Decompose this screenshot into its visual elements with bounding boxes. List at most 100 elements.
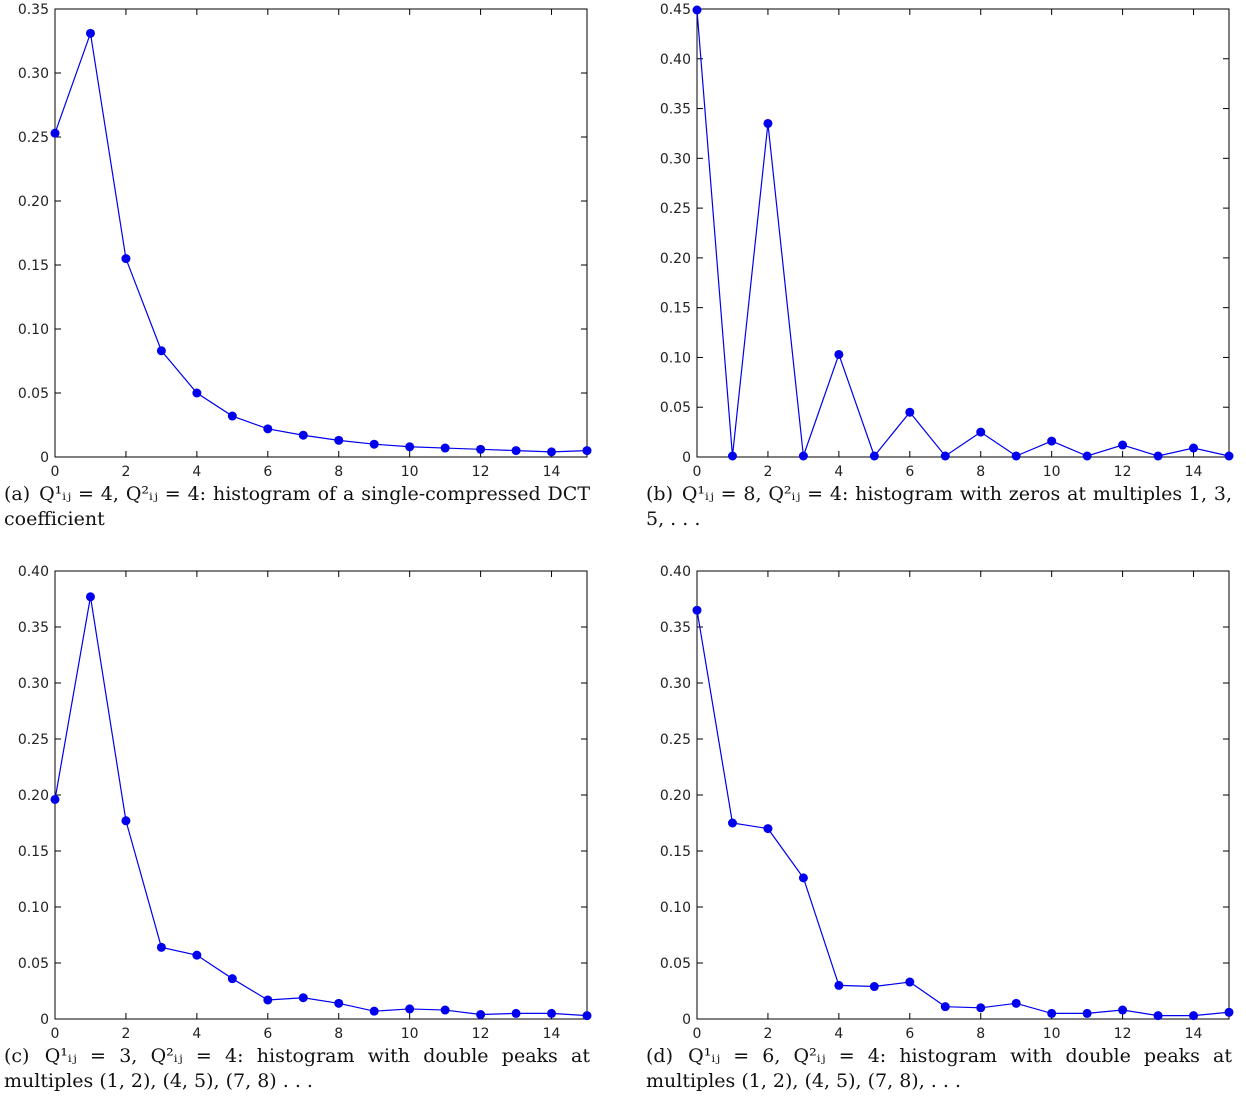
data-point [121, 816, 131, 826]
y-tick-label: 0.05 [18, 386, 49, 402]
data-point [227, 974, 237, 984]
data-point [1047, 436, 1057, 446]
x-tick-label: 14 [543, 1026, 561, 1042]
data-point [440, 443, 450, 453]
data-point [547, 1008, 557, 1018]
data-point [405, 442, 415, 452]
data-point [940, 1002, 950, 1012]
x-tick-label: 8 [334, 1026, 343, 1042]
data-point [121, 254, 131, 264]
y-tick-label: 0.05 [660, 956, 691, 972]
data-point [692, 5, 702, 15]
y-tick-label: 0.30 [18, 676, 49, 692]
series-line [696, 610, 1230, 1017]
plot-frame [696, 8, 1230, 458]
caption-b: (b) Q¹ᵢⱼ = 8, Q²ᵢⱼ = 4: histogram with z… [646, 482, 1232, 532]
y-tick-label: 0.20 [660, 788, 691, 804]
y-tick-label: 0.20 [18, 788, 49, 804]
data-point [727, 818, 737, 828]
x-tick-label: 2 [121, 464, 130, 480]
x-tick-label: 2 [763, 464, 772, 480]
data-point [582, 1011, 592, 1021]
data-point [192, 950, 202, 960]
data-point [1224, 451, 1234, 461]
x-tick-label: 2 [121, 1026, 130, 1042]
data-point [692, 605, 702, 615]
x-tick-label: 12 [1114, 1026, 1132, 1042]
x-tick-label: 10 [401, 464, 419, 480]
data-point [1224, 1007, 1234, 1017]
y-tick-label: 0.10 [660, 350, 691, 366]
x-tick-label: 6 [263, 1026, 272, 1042]
x-tick-label: 14 [543, 464, 561, 480]
x-tick-label: 6 [905, 464, 914, 480]
data-point [727, 451, 737, 461]
y-tick-label: 0.10 [18, 322, 49, 338]
data-point [1011, 998, 1021, 1008]
x-tick-label: 8 [334, 464, 343, 480]
y-tick-label: 0 [40, 1012, 49, 1028]
data-point [369, 439, 379, 449]
data-point [976, 427, 986, 437]
y-tick-label: 0.25 [18, 130, 49, 146]
x-tick-label: 4 [834, 464, 843, 480]
data-point [976, 1003, 986, 1013]
data-point [869, 451, 879, 461]
y-tick-label: 0.30 [660, 676, 691, 692]
x-tick-label: 12 [472, 464, 490, 480]
x-tick-label: 10 [401, 1026, 419, 1042]
y-tick-label: 0.25 [660, 732, 691, 748]
x-tick-label: 10 [1043, 1026, 1061, 1042]
data-point [905, 977, 915, 987]
data-point [798, 451, 808, 461]
x-tick-label: 8 [976, 464, 985, 480]
plot-frame [54, 8, 588, 458]
y-tick-label: 0.35 [660, 102, 691, 118]
data-point [50, 794, 60, 804]
y-tick-label: 0.05 [660, 400, 691, 416]
caption-tag-b: (b) [646, 483, 673, 505]
y-tick-label: 0.20 [660, 251, 691, 267]
y-tick-label: 0.20 [18, 194, 49, 210]
x-tick-label: 6 [905, 1026, 914, 1042]
y-tick-label: 0.40 [18, 564, 49, 580]
plot-frame [696, 570, 1230, 1020]
x-tick-label: 8 [976, 1026, 985, 1042]
x-tick-label: 14 [1185, 1026, 1203, 1042]
data-point [85, 28, 95, 38]
data-point [511, 1008, 521, 1018]
x-tick-label: 4 [834, 1026, 843, 1042]
caption-a: (a) Q¹ᵢⱼ = 4, Q²ᵢⱼ = 4: histogram of a s… [4, 482, 590, 532]
series-line [54, 596, 588, 1017]
x-tick-label: 0 [693, 464, 702, 480]
y-tick-label: 0.30 [660, 151, 691, 167]
data-point [798, 873, 808, 883]
data-point [547, 447, 557, 457]
data-point [905, 407, 915, 417]
series-line [54, 33, 588, 453]
chart-b: 0 0.05 0.10 0.15 0.20 0.25 0.30 0.35 0.40 0.45 0 2 4… [660, 2, 1234, 480]
y-tick-label: 0.30 [18, 66, 49, 82]
data-point [1118, 1005, 1128, 1015]
caption-tag-c: (c) [4, 1045, 30, 1067]
y-tick-label: 0.35 [18, 2, 49, 18]
data-point [1189, 1011, 1199, 1021]
data-point [476, 444, 486, 454]
data-point [1011, 451, 1021, 461]
caption-tag-a: (a) [4, 483, 31, 505]
data-point [369, 1006, 379, 1016]
x-tick-label: 4 [192, 464, 201, 480]
y-tick-label: 0.15 [660, 844, 691, 860]
series-line [696, 9, 1230, 458]
y-tick-label: 0.25 [660, 201, 691, 217]
y-tick-label: 0 [682, 450, 691, 466]
data-point [476, 1010, 486, 1020]
data-point [263, 995, 273, 1005]
data-point [834, 349, 844, 359]
x-tick-label: 0 [693, 1026, 702, 1042]
y-tick-label: 0.15 [18, 258, 49, 274]
x-tick-label: 12 [1114, 464, 1132, 480]
data-point [298, 993, 308, 1003]
x-tick-label: 10 [1043, 464, 1061, 480]
data-point [156, 346, 166, 356]
